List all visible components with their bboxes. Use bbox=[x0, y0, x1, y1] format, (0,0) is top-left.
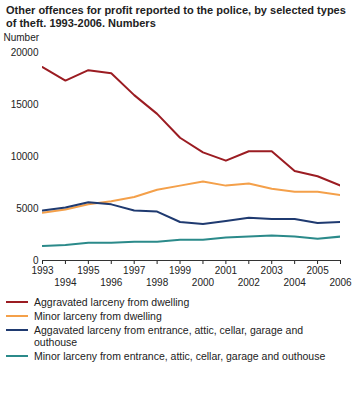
svg-text:2000: 2000 bbox=[192, 277, 215, 288]
html-text:Aggravated larceny from dwelli: Aggravated larceny from dwelling bbox=[34, 296, 190, 308]
svg-text:2002: 2002 bbox=[238, 277, 261, 288]
svg-text:0: 0 bbox=[32, 254, 39, 266]
svg-text:1998: 1998 bbox=[146, 277, 169, 288]
svg-text:2006: 2006 bbox=[329, 277, 352, 288]
svg-text:Number: Number bbox=[4, 32, 40, 43]
svg-text:2004: 2004 bbox=[284, 277, 307, 288]
svg-text:1999: 1999 bbox=[169, 265, 192, 276]
html-text:Aggavated larceny from entranc: Aggavated larceny from entrance, attic, … bbox=[34, 324, 304, 348]
svg-text:15000: 15000 bbox=[11, 99, 39, 110]
svg-text:10000: 10000 bbox=[11, 151, 39, 162]
svg-text:1996: 1996 bbox=[100, 277, 123, 288]
svg-text:2005: 2005 bbox=[306, 265, 329, 276]
html-text:Minor larceny from entrance, a: Minor larceny from entrance, attic, cell… bbox=[34, 350, 326, 362]
svg-text:1994: 1994 bbox=[54, 277, 77, 288]
svg-text:20000: 20000 bbox=[11, 47, 39, 58]
svg-text:1997: 1997 bbox=[123, 265, 146, 276]
svg-text:1995: 1995 bbox=[77, 265, 100, 276]
svg-text:5000: 5000 bbox=[16, 203, 39, 214]
svg-text:1993: 1993 bbox=[31, 265, 54, 276]
svg-text:2001: 2001 bbox=[215, 265, 238, 276]
svg-text:2003: 2003 bbox=[261, 265, 284, 276]
html-text:Minor larceny from dwelling: Minor larceny from dwelling bbox=[34, 310, 162, 322]
html-text:Other offences for profit repo: Other offences for profit reported to th… bbox=[6, 4, 346, 29]
